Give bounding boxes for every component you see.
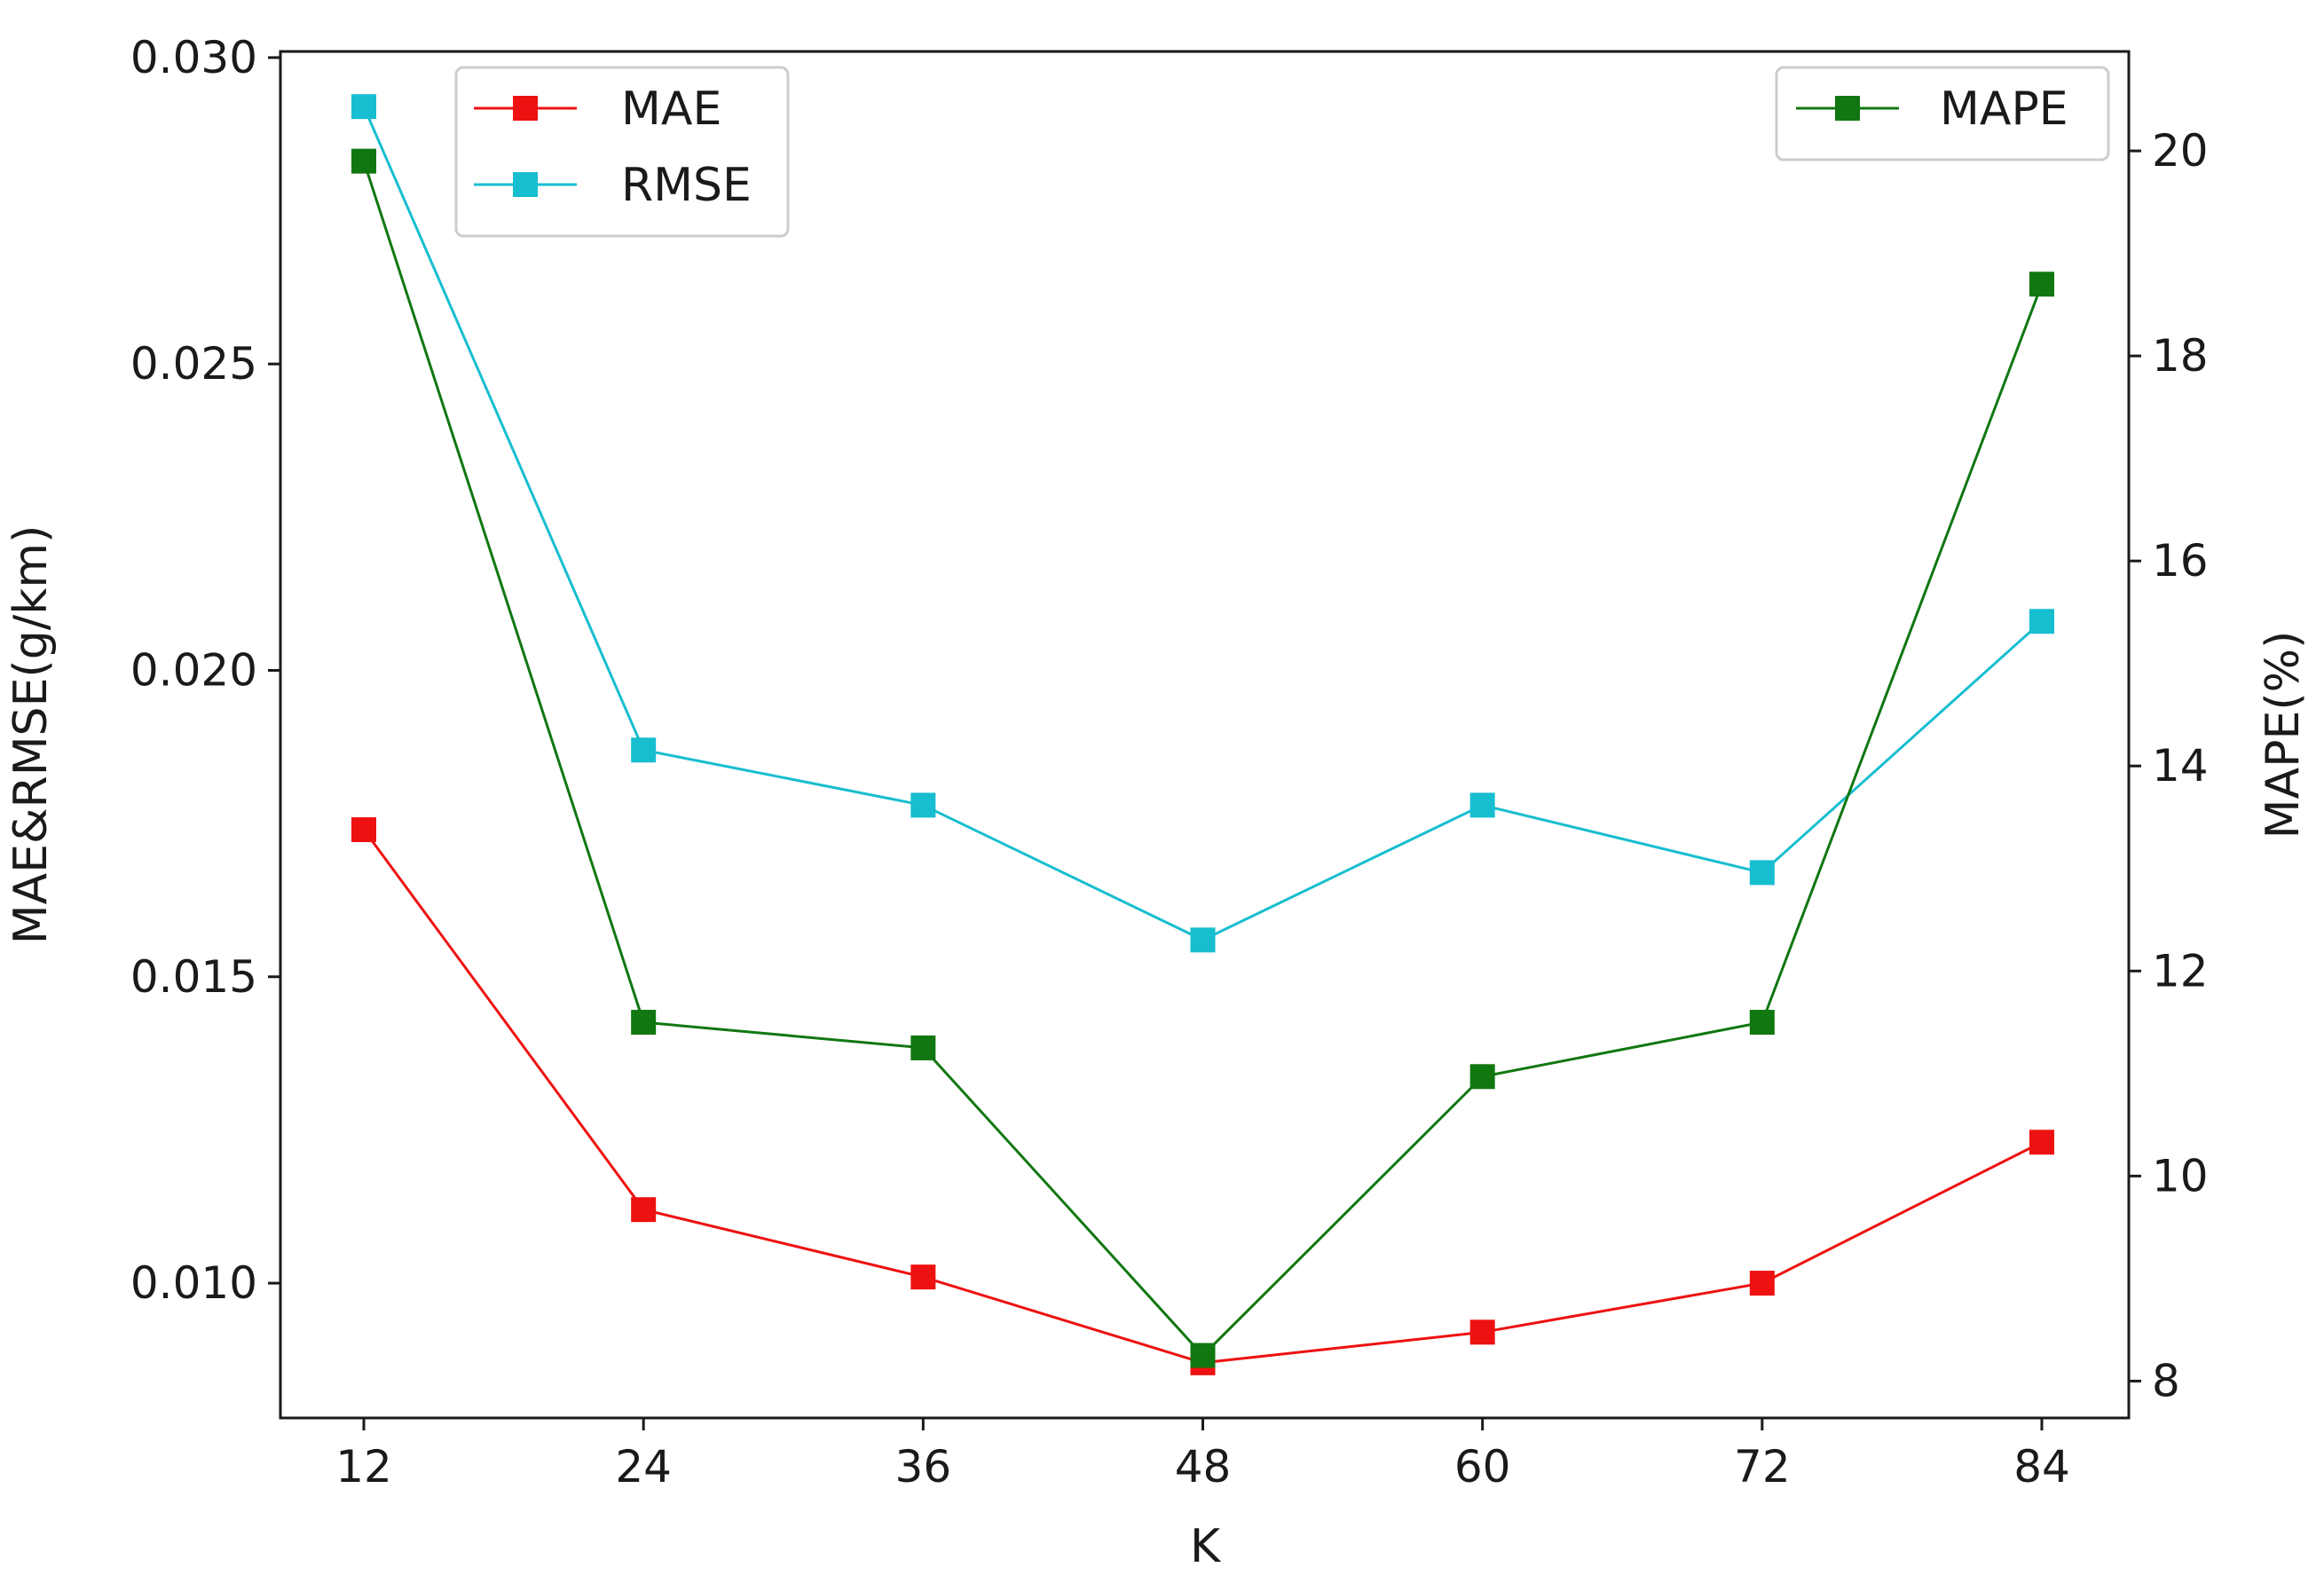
x-tick-label: 24 xyxy=(615,1441,672,1493)
x-tick-label: 72 xyxy=(1734,1441,1791,1493)
right-y-axis-ticks: 8 10 12 14 16 18 20 xyxy=(2129,125,2209,1406)
left-y-tick-label: 0.010 xyxy=(130,1257,257,1309)
right-y-tick-label: 8 xyxy=(2152,1355,2180,1406)
rmse-point xyxy=(1469,792,1495,818)
rmse-point xyxy=(351,94,376,120)
x-tick-label: 12 xyxy=(335,1441,392,1493)
right-y-tick-label: 12 xyxy=(2152,945,2209,996)
mape-point xyxy=(351,148,376,174)
plot-area xyxy=(279,50,2131,1420)
mape-point xyxy=(2029,272,2054,297)
rmse-point xyxy=(1190,927,1216,953)
legend-mae-label: MAE xyxy=(621,83,721,136)
left-y-tick-label: 0.025 xyxy=(130,338,257,390)
rmse-point xyxy=(910,792,936,818)
legend-right-frame xyxy=(1775,66,2110,161)
mape-point xyxy=(1469,1064,1495,1090)
right-y-tick-label: 18 xyxy=(2152,330,2209,382)
left-y-tick-label: 0.020 xyxy=(130,644,257,696)
series-layer xyxy=(351,94,2054,1375)
right-y-tick-label: 16 xyxy=(2152,535,2209,587)
legend-mae-marker xyxy=(513,96,538,121)
legend-right: MAPE xyxy=(1775,66,2110,161)
legend-mape-label: MAPE xyxy=(1940,83,2068,136)
right-y-tick-label: 20 xyxy=(2152,125,2209,177)
rmse-point xyxy=(631,737,657,763)
left-y-axis-label: MAE&RMSE(g/km) xyxy=(4,525,58,945)
mae-point xyxy=(2029,1130,2054,1155)
mape-point xyxy=(1749,1010,1775,1036)
legend-rmse-label: RMSE xyxy=(621,159,752,212)
x-tick-label: 60 xyxy=(1454,1441,1511,1493)
mae-point xyxy=(1469,1319,1495,1345)
x-axis-label: K xyxy=(1190,1520,1222,1573)
legend-rmse-marker xyxy=(513,172,538,197)
left-y-axis-ticks: 0.010 0.015 0.020 0.025 0.030 xyxy=(130,32,280,1309)
left-y-tick-label: 0.030 xyxy=(130,32,257,83)
mape-point xyxy=(1190,1343,1216,1368)
mae-point xyxy=(351,817,376,843)
mae-point xyxy=(910,1264,936,1290)
mape-point xyxy=(631,1010,657,1036)
right-y-tick-label: 14 xyxy=(2152,740,2209,792)
rmse-point xyxy=(2029,609,2054,634)
rmse-point xyxy=(1749,860,1775,886)
x-tick-label: 36 xyxy=(895,1441,952,1493)
left-y-tick-label: 0.015 xyxy=(130,951,257,1003)
mae-point xyxy=(1749,1271,1775,1296)
right-y-axis-label: MAPE(%) xyxy=(2257,631,2310,839)
mape-point xyxy=(910,1035,936,1060)
legend-left: MAE RMSE xyxy=(454,66,790,238)
x-tick-label: 48 xyxy=(1175,1441,1232,1493)
right-y-tick-label: 10 xyxy=(2152,1150,2209,1201)
x-tick-label: 84 xyxy=(2013,1441,2070,1493)
x-axis-ticks: 12 24 36 48 60 72 84 xyxy=(335,1418,2070,1493)
mae-point xyxy=(631,1197,657,1223)
legend-mape-marker xyxy=(1835,96,1860,121)
